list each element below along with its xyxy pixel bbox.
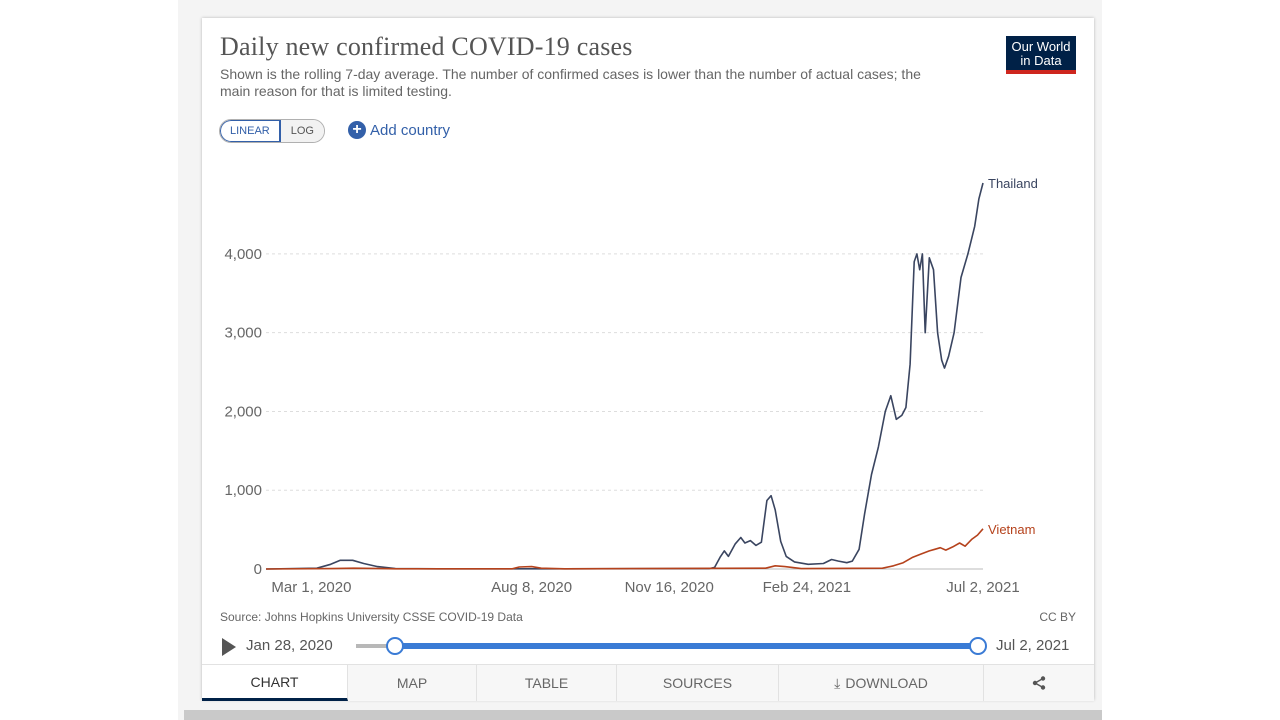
timeline-end-handle[interactable] <box>969 637 987 655</box>
chart-card: Daily new confirmed COVID-19 cases Shown… <box>202 18 1094 701</box>
tab-sources-label: SOURCES <box>662 675 733 691</box>
owid-logo-text: Our World in Data <box>1011 39 1071 68</box>
timeline-track-selected[interactable] <box>396 643 978 649</box>
line-chart: 0 1,000 2,000 3,000 4,000 Mar 1, 2020 Aug 8, 2… <box>224 176 1038 596</box>
x-tick-label: Nov 16, 2020 <box>625 579 714 596</box>
chart-title: Daily new confirmed COVID-19 cases <box>220 32 633 61</box>
tab-table-label: TABLE <box>524 675 569 691</box>
tab-share[interactable] <box>984 665 1094 701</box>
tab-chart-label: CHART <box>250 673 299 690</box>
chart-tabs: CHART MAP TABLE SOURCES ⤓ DOWNLOAD <box>202 664 1094 701</box>
tab-sources[interactable]: SOURCES <box>617 665 779 701</box>
tab-download[interactable]: ⤓ DOWNLOAD <box>779 665 984 701</box>
y-tick-label: 0 <box>254 561 262 578</box>
horizontal-scrollbar[interactable] <box>184 710 1102 720</box>
timeline-start-label: Jan 28, 2020 <box>246 637 333 654</box>
tab-chart[interactable]: CHART <box>202 665 348 701</box>
chart-subtitle: Shown is the rolling 7-day average. The … <box>220 66 921 99</box>
tab-table[interactable]: TABLE <box>477 665 617 701</box>
log-scale-button[interactable]: LOG <box>280 120 324 142</box>
series-label-vietnam: Vietnam <box>988 522 1035 537</box>
x-tick-label: Feb 24, 2021 <box>763 579 851 596</box>
scale-toggle: LINEAR LOG <box>219 119 325 143</box>
series-label-thailand: Thailand <box>988 176 1038 191</box>
owid-logo[interactable]: Our World in Data <box>1006 36 1076 74</box>
series-line-vietnam <box>265 528 984 570</box>
y-tick-label: 3,000 <box>224 325 262 342</box>
plus-circle-icon: + <box>348 121 366 139</box>
license-link[interactable]: CC BY <box>1039 610 1076 624</box>
linear-scale-button[interactable]: LINEAR <box>220 120 281 142</box>
play-icon[interactable] <box>222 638 236 656</box>
download-icon: ⤓ <box>834 674 841 691</box>
timeline-slider: Jan 28, 2020 Jul 2, 2021 <box>202 630 1094 664</box>
y-tick-label: 4,000 <box>224 246 262 263</box>
timeline-start-handle[interactable] <box>386 637 404 655</box>
x-tick-label: Aug 8, 2020 <box>491 579 572 596</box>
tab-download-label: DOWNLOAD <box>845 675 928 691</box>
y-tick-label: 1,000 <box>224 482 262 499</box>
add-country-label: Add country <box>370 121 451 139</box>
x-tick-label: Mar 1, 2020 <box>271 579 351 596</box>
series-line-thailand <box>265 182 984 570</box>
add-country-button[interactable]: + Add country <box>348 119 450 141</box>
timeline-track-inactive[interactable] <box>356 644 396 648</box>
timeline-end-label: Jul 2, 2021 <box>996 637 1070 654</box>
y-tick-label: 2,000 <box>224 403 262 420</box>
source-note[interactable]: Source: Johns Hopkins University CSSE CO… <box>220 610 523 624</box>
share-icon <box>1032 676 1046 690</box>
tab-map-label: MAP <box>396 675 428 691</box>
x-tick-label: Jul 2, 2021 <box>946 579 1019 596</box>
tab-map[interactable]: MAP <box>348 665 477 701</box>
